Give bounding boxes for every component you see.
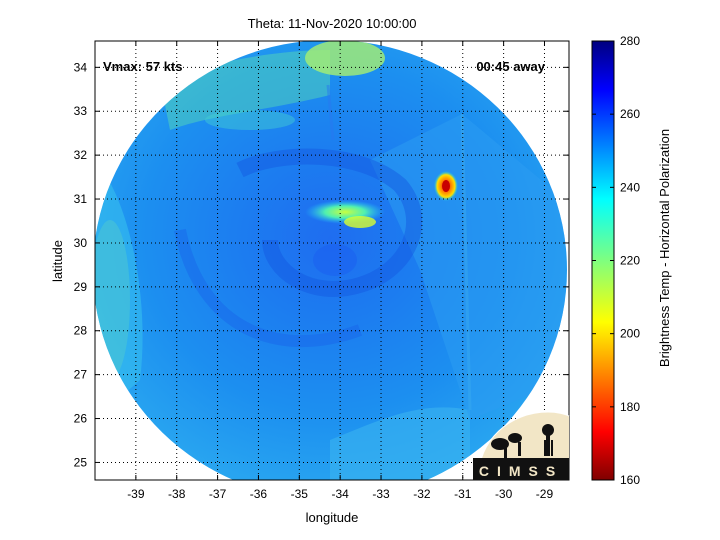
y-axis-label: latitude	[50, 240, 65, 282]
x-tick-label: -38	[168, 487, 186, 501]
grid-lines	[95, 41, 569, 480]
y-tick-label: 26	[74, 412, 88, 426]
x-tick-label: -34	[332, 487, 350, 501]
colorbar-tick-label: 280	[620, 34, 640, 48]
cimss-logo: CIMSS	[473, 411, 570, 481]
x-tick-label: -36	[250, 487, 268, 501]
x-tick-label: -33	[372, 487, 390, 501]
y-tick-label: 27	[74, 368, 88, 382]
brightness-temp-field	[95, 41, 567, 480]
colorbar-label: Brightness Temp - Horizontal Polarizatio…	[657, 129, 672, 367]
colorbar: 280 260 240 220 200 180 160 Brightness Temp - …	[591, 34, 672, 487]
y-tick-label: 32	[74, 148, 88, 162]
y-tick-label: 34	[74, 60, 88, 74]
colorbar-tick-label: 240	[620, 180, 640, 194]
x-tick-label: -39	[127, 487, 145, 501]
x-axis-label: longitude	[306, 510, 359, 525]
axis-ticks: -39 -38 -37 -36 -35 -34 -33 -32 -31 -30 -29 34 33 32 3…	[74, 41, 569, 501]
plot-title: Theta: 11-Nov-2020 10:00:00	[248, 16, 417, 31]
x-tick-label: -35	[291, 487, 309, 501]
y-tick-label: 33	[74, 104, 88, 118]
vmax-annotation: Vmax: 57 kts	[103, 59, 183, 74]
colorbar-tick-label: 220	[620, 254, 640, 268]
x-tick-label: -30	[495, 487, 513, 501]
y-tick-label: 28	[74, 324, 88, 338]
y-tick-label: 30	[74, 236, 88, 250]
colorbar-tick-label: 260	[620, 107, 640, 121]
x-tick-label: -37	[209, 487, 227, 501]
colorbar-tick-label: 160	[620, 473, 640, 487]
y-tick-label: 31	[74, 192, 88, 206]
time-away-annotation: 00:45 away	[476, 59, 545, 74]
x-tick-label: -31	[454, 487, 472, 501]
y-tick-label: 29	[74, 280, 88, 294]
colorbar-tick-label: 180	[620, 400, 640, 414]
y-tick-label: 25	[74, 455, 88, 469]
x-tick-label: -32	[413, 487, 431, 501]
x-tick-label: -29	[536, 487, 554, 501]
colorbar-ticks: 280 260 240 220 200 180 160	[592, 34, 640, 487]
axes-frame	[94, 40, 570, 481]
colorbar-tick-label: 200	[620, 327, 640, 341]
cimss-logo-text: CIMSS	[479, 463, 563, 479]
